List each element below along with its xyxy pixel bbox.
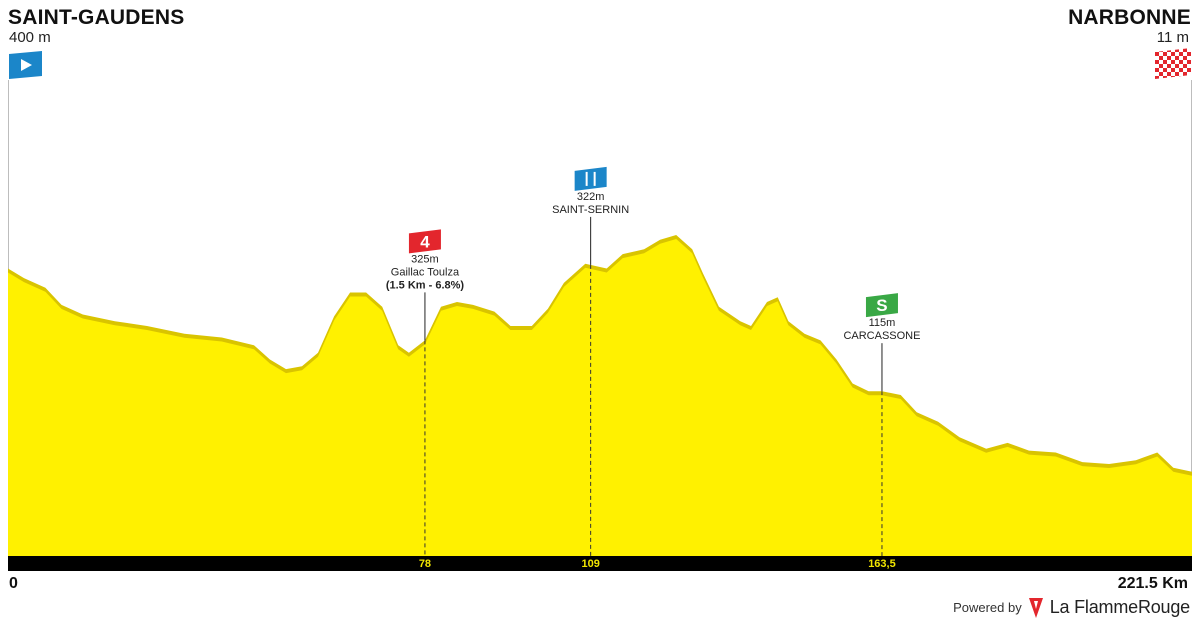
profile-area [8,239,1192,556]
km-layer: 78 109 163,5 [419,558,896,570]
distance-end-label: 221.5 Km [1117,575,1188,592]
finish-altitude: 11 m [1156,29,1189,46]
brand-name: La FlammeRouge [1049,597,1190,617]
poi-sprint-badge-icon [865,293,898,318]
poi-name: Gaillac Toulza [391,266,460,278]
poi-climb-badge-icon [408,229,441,254]
axis-km-label: 163,5 [868,558,896,570]
flamme-rouge-logo-icon [1028,597,1043,618]
poi-altitude: 322m [577,191,605,203]
start-city-name: SAINT-GAUDENS [8,6,185,29]
poi-detail: (1.5 Km - 6.8%) [386,279,465,291]
poi-feed-badge-icon [574,166,607,191]
poi-altitude: 325m [411,253,439,265]
start-flag-icon [9,51,42,79]
distance-axis-bar [8,556,1192,571]
knife-icon [593,171,596,186]
distance-start-label: 0 [9,575,18,592]
fork-icon [585,171,588,186]
powered-by-label: Powered by [953,600,1022,615]
axis-km-label: 78 [419,558,431,570]
poi-altitude: 115m [869,317,896,329]
poi-name: CARCASSONE [843,330,920,342]
finish-city-name: NARBONNE [1068,6,1191,29]
finish-flag-icon [1155,48,1191,79]
start-altitude: 400 m [9,29,51,46]
powered-by-footer: Powered by La FlammeRouge [953,597,1190,618]
poi-badge-label: S [876,296,887,315]
axis-km-label: 109 [581,558,599,570]
poi-name: SAINT-SERNIN [552,204,629,216]
poi-badge-label: 4 [420,232,430,251]
